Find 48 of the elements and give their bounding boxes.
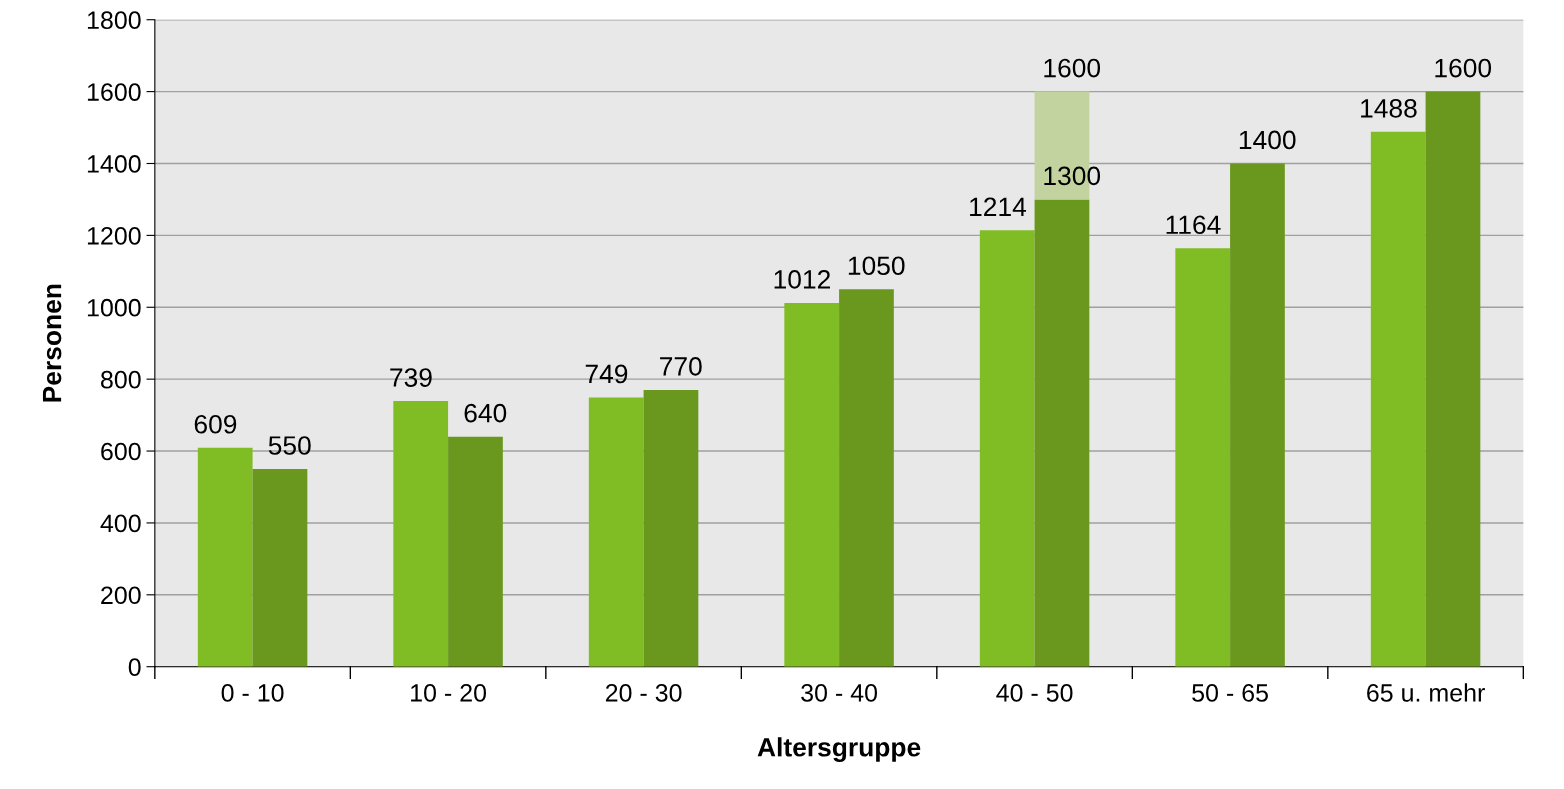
data-label: 1300 — [1044, 166, 1101, 186]
data-label: 1012 — [774, 270, 830, 289]
data-label: 739 — [390, 368, 432, 387]
y-tick-label: 0 — [128, 658, 141, 677]
data-label: 1600 — [1044, 58, 1101, 78]
bar — [448, 436, 503, 667]
x-tick-label: 20 - 30 — [605, 684, 682, 702]
bar — [197, 447, 253, 667]
x-tick-label: 0 - 10 — [221, 684, 284, 702]
bar — [393, 401, 449, 667]
y-tick-label: 400 — [100, 514, 141, 533]
x-tick-label: 10 - 20 — [411, 684, 487, 702]
x-tick-label: 50 - 65 — [1192, 684, 1268, 702]
bar — [1230, 163, 1285, 667]
data-label: 1400 — [1239, 130, 1296, 150]
bar — [1370, 131, 1426, 667]
bar — [588, 397, 644, 667]
bar — [784, 302, 840, 667]
data-label: 640 — [464, 403, 507, 423]
data-label: 1600 — [1435, 58, 1492, 78]
bar — [252, 469, 308, 667]
x-axis-title: Altersgruppe — [757, 737, 921, 762]
x-tick-label: 40 - 50 — [996, 684, 1073, 702]
bar — [643, 389, 699, 667]
bar — [839, 289, 894, 667]
bar — [1175, 248, 1231, 667]
y-tick-label: 1000 — [87, 298, 141, 317]
y-tick-label: 1800 — [87, 11, 141, 30]
x-tick-label: 65 u. mehr — [1367, 683, 1485, 702]
y-tick-label: 1600 — [87, 83, 141, 101]
data-label: 770 — [660, 357, 702, 376]
x-tick-label: 30 - 40 — [801, 684, 878, 702]
data-label: 1488 — [1361, 98, 1417, 118]
y-tick-label: 1400 — [87, 155, 141, 173]
data-label: 609 — [194, 414, 237, 434]
y-tick-label: 1200 — [87, 226, 141, 245]
data-label: 550 — [268, 436, 311, 455]
y-tick-label: 200 — [101, 586, 141, 605]
bar — [1034, 199, 1090, 667]
y-tick-label: 600 — [101, 442, 141, 461]
y-tick-label: 800 — [101, 370, 141, 389]
bar — [1425, 91, 1481, 667]
data-label: 1164 — [1166, 215, 1221, 235]
data-label: 749 — [585, 364, 628, 384]
bar — [979, 230, 1035, 667]
y-axis-title: Personen — [42, 284, 62, 402]
data-label: 1050 — [848, 256, 905, 276]
data-label: 1214 — [970, 197, 1027, 216]
